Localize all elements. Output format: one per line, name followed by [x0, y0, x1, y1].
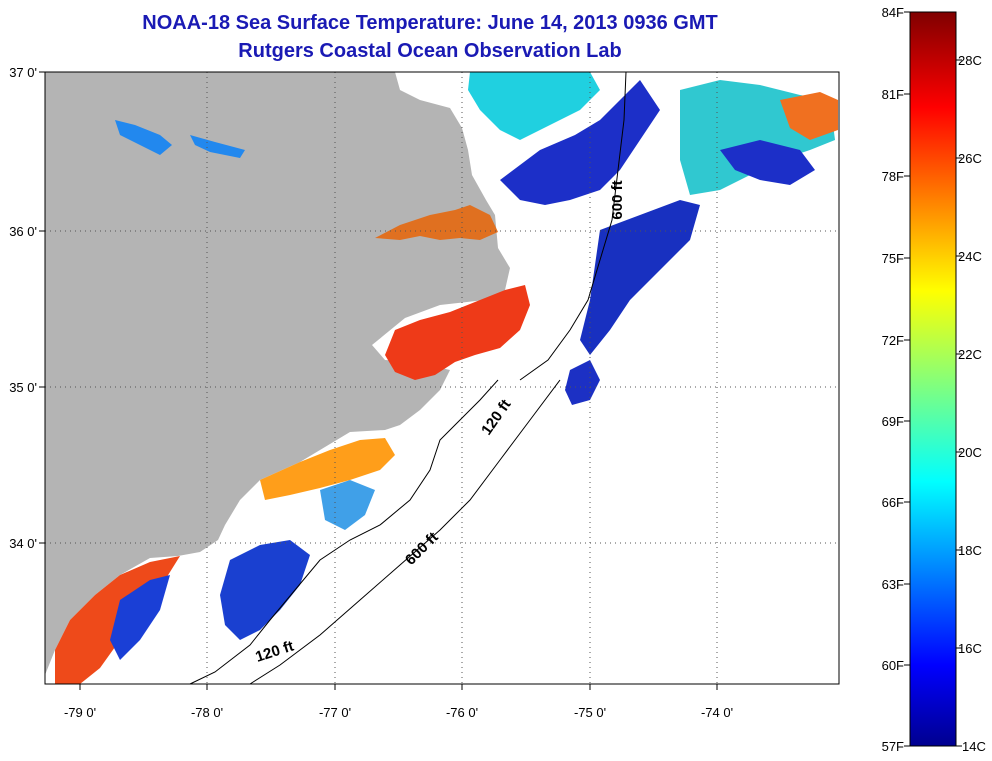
offshore-cool-2 [720, 140, 815, 185]
colorbar-f-label: 84F [882, 5, 904, 20]
colorbar-f-label: 72F [882, 333, 904, 348]
isobath-lines [189, 71, 627, 685]
lon-label: -77 0' [319, 705, 351, 720]
lat-label: 37 0' [9, 65, 37, 80]
colorbar-ticks [904, 11, 962, 747]
pamlico-sound [385, 285, 530, 380]
colorbar-c-label: 28C [958, 53, 982, 68]
colorbar-c-label: 26C [958, 151, 982, 166]
colorbar-f-label: 60F [882, 658, 904, 673]
axis-ticks [39, 71, 718, 690]
offshore-cool-3 [565, 360, 600, 405]
colorbar-f-label: 75F [882, 251, 904, 266]
land-mass [45, 72, 510, 675]
lat-label: 34 0' [9, 536, 37, 551]
colorbar-c-label: 22C [958, 347, 982, 362]
shelf-patches [220, 540, 310, 640]
lon-label: -78 0' [191, 705, 223, 720]
onslow-bay-warm [260, 438, 395, 500]
colorbar-c-label: 18C [958, 543, 982, 558]
colorbar-c-label: 20C [958, 445, 982, 460]
grid-lines [45, 72, 839, 684]
colorbar-f-label: 69F [882, 414, 904, 429]
outer-banks-cool [468, 72, 600, 140]
lon-label: -74 0' [701, 705, 733, 720]
map-frame [44, 71, 840, 685]
shelf-patches-2 [320, 480, 375, 530]
offshore-warm-ne-2 [780, 92, 838, 140]
lon-label: -79 0' [64, 705, 96, 720]
river-patch [115, 120, 172, 155]
lon-label: -76 0' [446, 705, 478, 720]
colorbar-c-label: 14C [962, 739, 986, 754]
colorbar-f-label: 66F [882, 495, 904, 510]
colorbar-f-label: 78F [882, 169, 904, 184]
colorbar-f-label: 63F [882, 577, 904, 592]
lat-label: 35 0' [9, 380, 37, 395]
lat-label: 36 0' [9, 224, 37, 239]
isobath-label-600-north: 600 ft [609, 180, 626, 219]
long-bay-cool [110, 575, 170, 660]
river-patch-2 [190, 135, 245, 158]
offshore-cool-1 [580, 200, 700, 355]
map-subtitle: Rutgers Coastal Ocean Observation Lab [238, 40, 622, 62]
colorbar-f-label: 57F [882, 739, 904, 754]
lon-label: -75 0' [574, 705, 606, 720]
colorbar-c-label: 16C [958, 641, 982, 656]
colorbar-f-label: 81F [882, 87, 904, 102]
colorbar [909, 11, 957, 747]
colorbar-c-label: 24C [958, 249, 982, 264]
gulfstream-edge-cool [500, 80, 660, 205]
map-title: NOAA-18 Sea Surface Temperature: June 14… [142, 12, 718, 34]
